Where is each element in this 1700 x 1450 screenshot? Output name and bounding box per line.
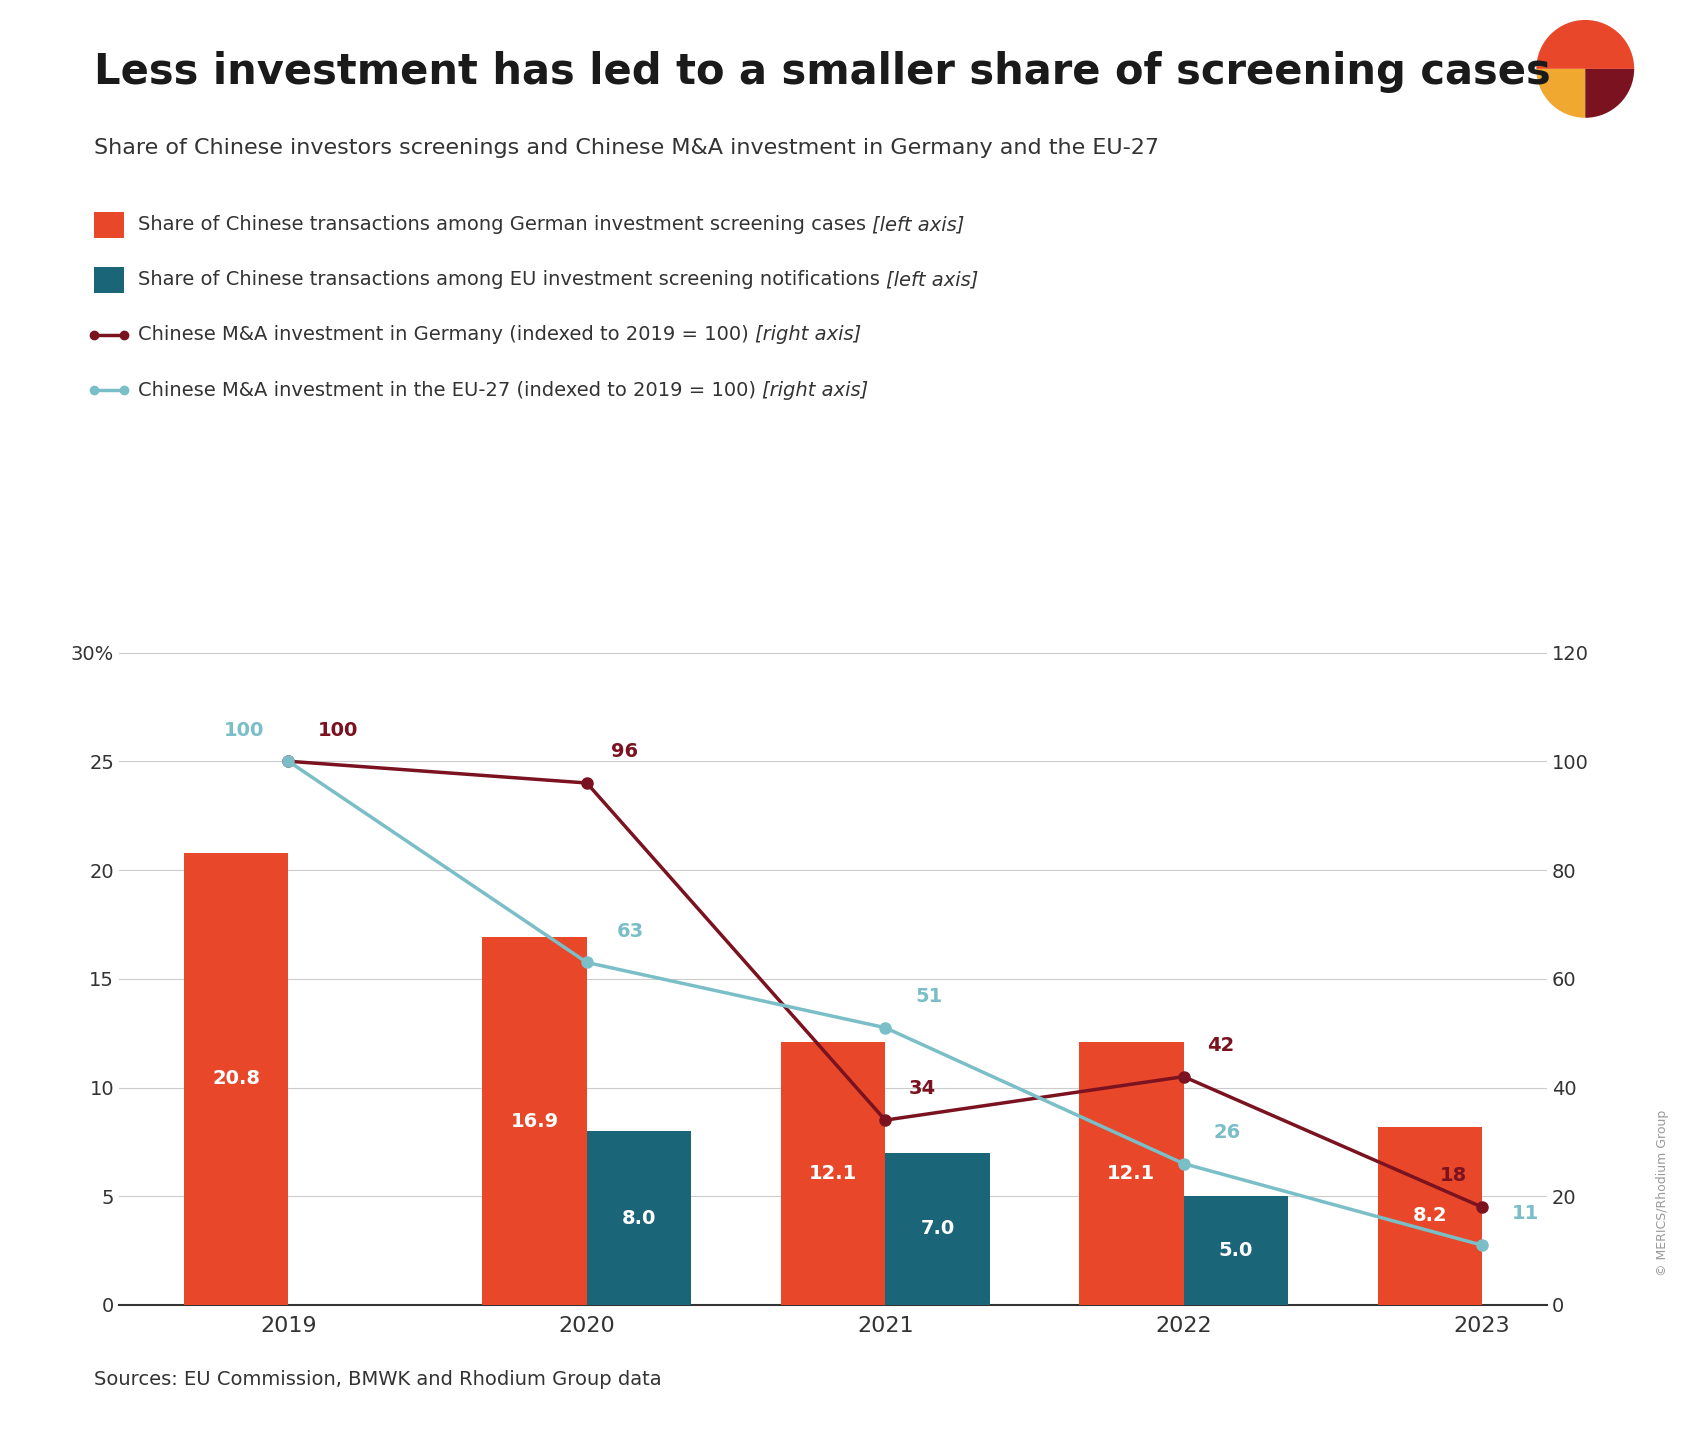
Text: 63: 63 [617, 922, 644, 941]
Bar [184, 853, 289, 1305]
Bar [1080, 1043, 1183, 1305]
Text: 26: 26 [1214, 1122, 1241, 1143]
Text: 51: 51 [915, 987, 942, 1006]
Text: [left axis]: [left axis] [872, 215, 964, 235]
Bar [483, 938, 586, 1305]
Text: Sources: EU Commission, BMWK and Rhodium Group data: Sources: EU Commission, BMWK and Rhodium… [94, 1370, 661, 1389]
Bar [780, 1043, 886, 1305]
Bar [1377, 1127, 1482, 1305]
Text: Share of Chinese transactions among German investment screening cases: Share of Chinese transactions among Germ… [138, 215, 872, 235]
Text: 34: 34 [910, 1079, 937, 1099]
Bar [886, 1153, 989, 1305]
Text: 42: 42 [1207, 1035, 1234, 1056]
Text: 100: 100 [318, 721, 359, 740]
Text: 96: 96 [610, 742, 638, 761]
Text: Share of Chinese investors screenings and Chinese M&A investment in Germany and : Share of Chinese investors screenings an… [94, 138, 1158, 158]
Text: 20.8: 20.8 [212, 1069, 260, 1089]
Text: 7.0: 7.0 [920, 1219, 955, 1238]
Bar [586, 1131, 692, 1305]
Text: 11: 11 [1511, 1205, 1538, 1224]
Text: [right axis]: [right axis] [762, 380, 869, 400]
Text: 12.1: 12.1 [1107, 1164, 1156, 1183]
Text: [left axis]: [left axis] [886, 270, 978, 290]
Text: 18: 18 [1440, 1166, 1467, 1186]
Text: © MERICS/Rhodium Group: © MERICS/Rhodium Group [1656, 1109, 1669, 1276]
Wedge shape [1537, 70, 1584, 117]
Text: Less investment has led to a smaller share of screening cases: Less investment has led to a smaller sha… [94, 51, 1550, 93]
Text: Chinese M&A investment in Germany (indexed to 2019 = 100): Chinese M&A investment in Germany (index… [138, 325, 755, 345]
Text: 8.0: 8.0 [622, 1208, 656, 1228]
Text: 5.0: 5.0 [1219, 1241, 1253, 1260]
Bar [1183, 1196, 1289, 1305]
Text: 16.9: 16.9 [510, 1112, 559, 1131]
Text: 100: 100 [224, 721, 265, 740]
Text: 12.1: 12.1 [809, 1164, 857, 1183]
Text: Chinese M&A investment in the EU-27 (indexed to 2019 = 100): Chinese M&A investment in the EU-27 (ind… [138, 380, 762, 400]
Text: Share of Chinese transactions among EU investment screening notifications: Share of Chinese transactions among EU i… [138, 270, 886, 290]
Wedge shape [1584, 70, 1634, 117]
Text: [right axis]: [right axis] [755, 325, 860, 345]
Wedge shape [1537, 20, 1634, 70]
Text: 8.2: 8.2 [1413, 1206, 1447, 1225]
